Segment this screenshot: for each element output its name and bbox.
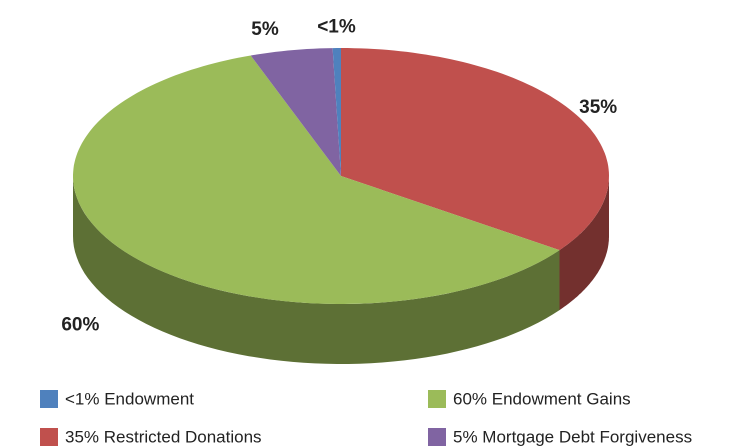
legend-swatch [428, 390, 446, 408]
slice [341, 48, 609, 251]
value-label: 60% [61, 315, 99, 336]
slice-side [73, 176, 560, 364]
legend-label: <1% Endowment [65, 389, 194, 408]
legend-label: 60% Endowment Gains [453, 389, 631, 408]
legend-swatch [40, 390, 58, 408]
value-label: 5% [251, 19, 279, 40]
legend-label: 35% Restricted Donations [65, 427, 262, 446]
legend-label: 5% Mortgage Debt Forgiveness [453, 427, 692, 446]
slice [332, 48, 341, 176]
slice [73, 55, 560, 304]
slice-side [559, 176, 609, 311]
legend-swatch [40, 428, 58, 446]
slice [250, 48, 341, 176]
legend-swatch [428, 428, 446, 446]
value-label: 35% [579, 97, 617, 118]
value-label: <1% [317, 17, 356, 38]
